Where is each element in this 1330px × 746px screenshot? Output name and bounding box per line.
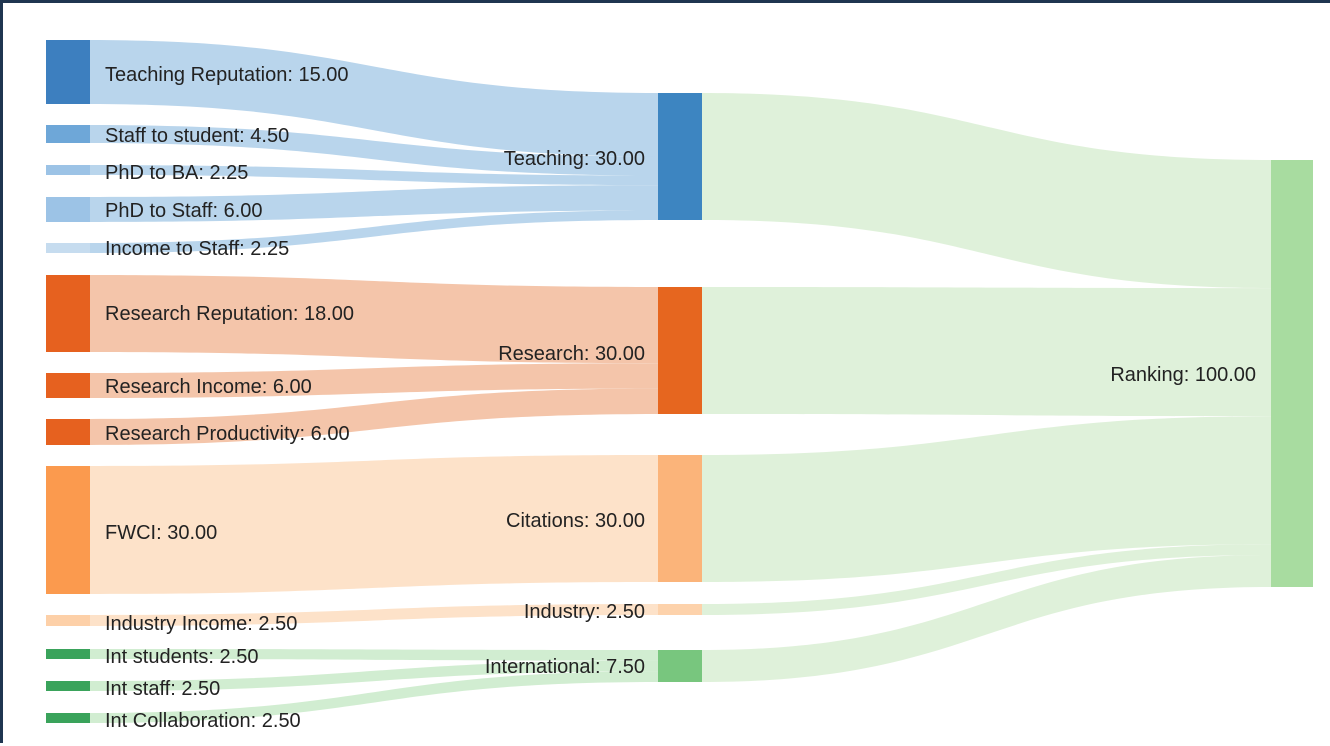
node-phd-to-ba — [46, 165, 90, 175]
link-fwci-to-citations — [90, 455, 658, 594]
link-research-to-ranking — [702, 287, 1271, 417]
link-teaching-to-ranking — [702, 93, 1271, 289]
label-phd-to-staff: PhD to Staff: 6.00 — [105, 200, 263, 222]
link-staff_to_student-to-teaching — [90, 125, 658, 176]
label-teaching: Teaching: 30.00 — [504, 148, 645, 170]
link-industry_income-to-industry — [90, 604, 658, 626]
label-int-students: Int students: 2.50 — [105, 646, 258, 668]
link-industry-to-ranking — [702, 544, 1271, 615]
node-int-students — [46, 649, 90, 659]
node-phd-to-staff — [46, 197, 90, 222]
link-teaching_reputation-to-teaching — [90, 40, 658, 157]
label-research: Research: 30.00 — [498, 343, 645, 365]
node-int-staff — [46, 681, 90, 691]
node-research — [658, 287, 702, 414]
label-industry: Industry: 2.50 — [524, 601, 645, 623]
node-research-productivity — [46, 419, 90, 445]
link-research_income-to-research — [90, 363, 658, 398]
node-teaching-reputation — [46, 40, 90, 104]
label-industry-income: Industry Income: 2.50 — [105, 613, 297, 635]
link-research_productivity-to-research — [90, 388, 658, 445]
node-ranking — [1271, 160, 1313, 587]
sankey-labels: Teaching Reputation: 15.00 Staff to stude… — [105, 64, 1256, 732]
label-int-collaboration: Int Collaboration: 2.50 — [105, 710, 301, 732]
link-phd_to_ba-to-teaching — [90, 165, 658, 186]
node-industry — [658, 604, 702, 615]
label-int-staff: Int staff: 2.50 — [105, 678, 220, 700]
link-citations-to-ranking — [702, 416, 1271, 582]
link-int_collaboration-to-international — [90, 671, 658, 723]
sankey-nodes — [46, 40, 1313, 723]
node-int-collaboration — [46, 713, 90, 723]
label-citations: Citations: 30.00 — [506, 510, 645, 532]
label-research-reputation: Research Reputation: 18.00 — [105, 303, 354, 325]
node-fwci — [46, 466, 90, 594]
link-int_students-to-international — [90, 649, 658, 661]
label-teaching-reputation: Teaching Reputation: 15.00 — [105, 64, 349, 86]
link-research_reputation-to-research — [90, 275, 658, 364]
node-research-reputation — [46, 275, 90, 352]
node-income-to-staff — [46, 243, 90, 253]
link-international-to-ranking — [702, 554, 1271, 682]
node-industry-income — [46, 615, 90, 626]
node-international — [658, 650, 702, 682]
sankey-chart: Teaching Reputation: 15.00 Staff to stude… — [46, 40, 1313, 732]
label-ranking: Ranking: 100.00 — [1110, 364, 1256, 386]
label-fwci: FWCI: 30.00 — [105, 522, 217, 544]
sankey-links — [90, 40, 1271, 723]
label-international: International: 7.50 — [485, 656, 645, 678]
label-income-to-staff: Income to Staff: 2.25 — [105, 238, 289, 260]
node-staff-to-student — [46, 125, 90, 143]
node-citations — [658, 455, 702, 582]
label-phd-to-ba: PhD to BA: 2.25 — [105, 162, 248, 184]
node-teaching — [658, 93, 702, 220]
label-staff-to-student: Staff to student: 4.50 — [105, 125, 289, 147]
link-int_staff-to-international — [90, 660, 658, 691]
link-phd_to_staff-to-teaching — [90, 185, 658, 222]
label-research-income: Research Income: 6.00 — [105, 376, 312, 398]
node-research-income — [46, 373, 90, 398]
link-income_to_staff-to-teaching — [90, 210, 658, 253]
label-research-productivity: Research Productivity: 6.00 — [105, 423, 350, 445]
